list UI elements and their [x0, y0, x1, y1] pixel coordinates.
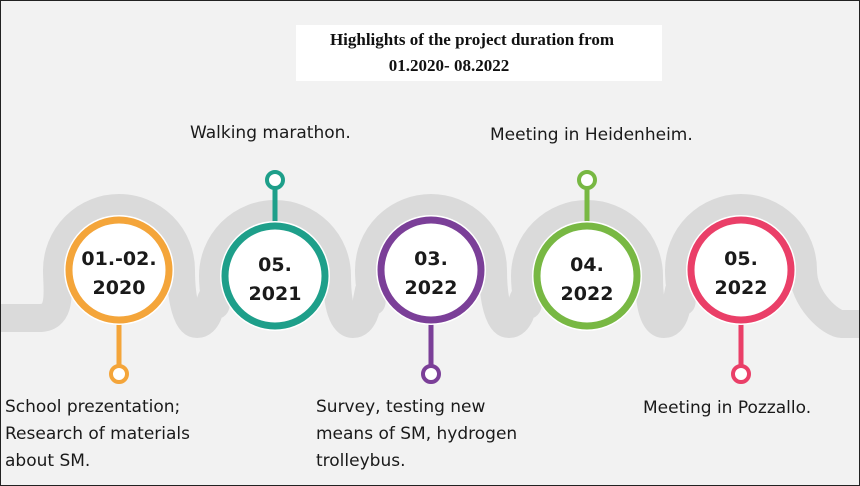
milestone-1-date-line-1: 01.-02. — [81, 248, 156, 270]
milestone-4-ring — [533, 222, 641, 330]
milestone-2-caption: Walking marathon. — [190, 120, 351, 147]
milestone-2-ring — [221, 222, 329, 330]
milestone-3-ring — [377, 216, 485, 324]
milestone-2-caption-line: Walking marathon. — [190, 123, 351, 143]
milestone-4-caption-line: Meeting in Heidenheim. — [490, 125, 693, 145]
milestone-3-date-line-2: 2022 — [405, 277, 458, 299]
milestone-2-date-line-2: 2021 — [249, 283, 302, 305]
milestone-2-date-line-1: 05. — [258, 254, 292, 276]
title-box: Highlights of the project duration from … — [296, 25, 662, 81]
milestone-2-pin-icon — [265, 170, 285, 190]
milestone-5-ring — [687, 216, 795, 324]
milestone-1-caption-line: School prezentation; — [5, 397, 181, 417]
milestone-5-pin-icon — [731, 364, 751, 384]
title-line-2: 01.2020- 08.2022 — [388, 56, 510, 75]
milestone-1-pin-icon — [109, 364, 129, 384]
milestone-3-caption-line: Survey, testing new — [316, 397, 486, 417]
milestone-4-date-line-2: 2022 — [561, 283, 614, 305]
milestone-1-caption-line: Research of materials — [5, 424, 190, 444]
milestone-3-pin-icon — [421, 364, 441, 384]
milestone-3-caption-line: trolleybus. — [316, 451, 406, 471]
milestone-1-date-line-2: 2020 — [93, 277, 146, 299]
milestone-5-date-line-2: 2022 — [715, 277, 768, 299]
milestone-5-caption-line: Meeting in Pozzallo. — [643, 398, 812, 418]
milestone-4-pin-icon — [577, 170, 597, 190]
milestone-4-date-line-1: 04. — [570, 254, 604, 276]
milestone-5-caption: Meeting in Pozzallo. — [643, 395, 811, 422]
title-line-1: Highlights of the project duration from — [329, 30, 615, 49]
milestone-1-caption: School prezentation; Research of material… — [5, 394, 190, 475]
milestone-3-date-line-1: 03. — [414, 248, 448, 270]
milestone-5-date-line-1: 05. — [724, 248, 758, 270]
milestone-4-caption: Meeting in Heidenheim. — [490, 122, 693, 149]
milestone-1-ring — [65, 216, 173, 324]
road-path — [0, 194, 860, 338]
milestone-3-caption: Survey, testing new means of SM, hydrogen… — [316, 394, 517, 475]
milestone-3-caption-line: means of SM, hydrogen — [316, 424, 518, 444]
milestone-1-caption-line: about SM. — [5, 451, 91, 471]
